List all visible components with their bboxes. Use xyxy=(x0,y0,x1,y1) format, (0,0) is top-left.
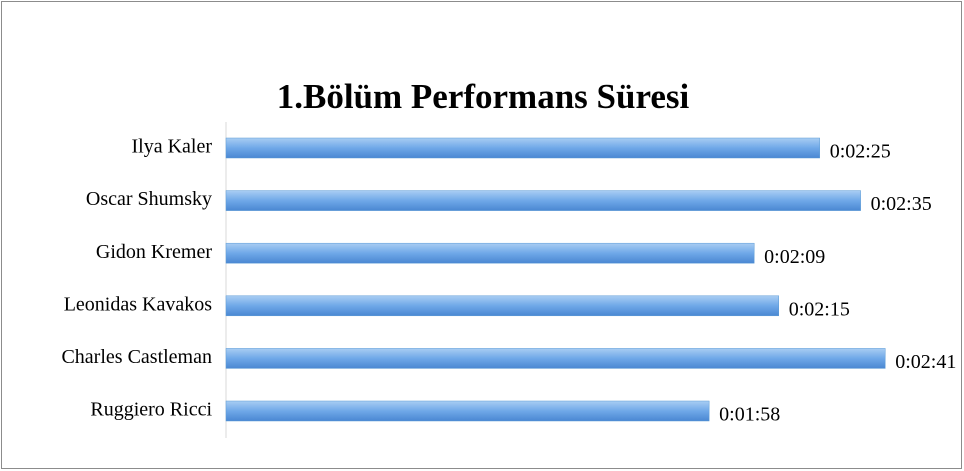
chart-title: 1.Bölüm Performans Süresi xyxy=(277,77,690,116)
y-tick-label: Oscar Shumsky xyxy=(86,188,212,210)
data-label: 0:02:25 xyxy=(830,141,891,163)
y-tick-label: Leonidas Kavakos xyxy=(64,293,213,315)
bar xyxy=(225,137,820,159)
data-label: 0:02:41 xyxy=(895,351,956,373)
y-tick-label: Gidon Kremer xyxy=(96,241,212,263)
data-label: 0:01:58 xyxy=(719,404,780,426)
plot-area: 0:02:25 0:02:35 0:02:09 0:02:15 0:02:41 0:01:… xyxy=(225,137,956,426)
y-tick-label: Ruggiero Ricci xyxy=(90,399,212,421)
data-label: 0:02:35 xyxy=(871,193,932,215)
bar xyxy=(225,242,755,264)
bar xyxy=(225,190,861,211)
data-label: 0:02:09 xyxy=(764,246,825,268)
bar xyxy=(225,400,710,422)
data-label: 0:02:15 xyxy=(789,298,850,320)
y-tick-label: Charles Castleman xyxy=(61,346,212,368)
y-tick-label: Ilya Kaler xyxy=(131,136,212,158)
bar xyxy=(225,348,886,369)
bar xyxy=(225,295,779,317)
